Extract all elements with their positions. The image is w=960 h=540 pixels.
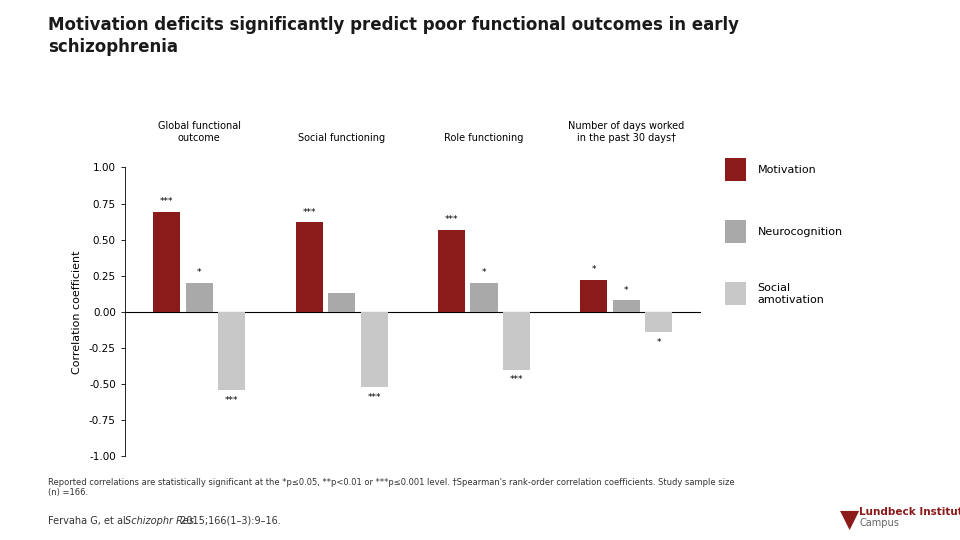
Text: ***: *** <box>302 207 316 217</box>
Text: *: * <box>482 268 486 277</box>
Text: Lundbeck Institute: Lundbeck Institute <box>859 507 960 517</box>
Bar <box>154 212 180 312</box>
Text: Schizophr Res: Schizophr Res <box>125 516 194 526</box>
Text: Fervaha G, et al.: Fervaha G, et al. <box>48 516 135 526</box>
Text: *: * <box>197 268 202 277</box>
Bar <box>503 312 530 369</box>
Bar <box>218 312 246 390</box>
Text: Relationship between clinical variables (motivation, neurocognition, social amot: Relationship between clinical variables … <box>59 125 754 135</box>
Bar <box>470 283 497 312</box>
Text: Reported correlations are statistically significant at the *p≤0.05, **p<0.01 or : Reported correlations are statistically … <box>48 478 734 497</box>
Bar <box>612 300 639 312</box>
Text: Motivation deficits significantly predict poor functional outcomes in early
schi: Motivation deficits significantly predic… <box>48 16 739 56</box>
Text: Social
amotivation: Social amotivation <box>757 283 825 305</box>
Text: *: * <box>657 338 661 347</box>
Text: Motivation: Motivation <box>757 165 816 174</box>
Text: ***: *** <box>160 198 174 206</box>
Bar <box>328 293 355 312</box>
Text: ***: *** <box>368 393 381 402</box>
Bar <box>186 283 213 312</box>
Text: 2015;166(1–3):9–16.: 2015;166(1–3):9–16. <box>177 516 280 526</box>
Text: Number of days worked
in the past 30 days†: Number of days worked in the past 30 day… <box>568 121 684 143</box>
Text: ***: *** <box>444 215 458 224</box>
Y-axis label: Correlation coefficient: Correlation coefficient <box>72 250 82 374</box>
Text: *: * <box>624 286 629 294</box>
Bar <box>296 222 323 312</box>
Bar <box>438 230 465 312</box>
Text: ***: *** <box>510 375 523 384</box>
Text: Global functional
outcome: Global functional outcome <box>157 121 241 143</box>
Bar <box>580 280 608 312</box>
Bar <box>645 312 672 332</box>
Text: Social functioning: Social functioning <box>299 133 385 143</box>
Text: ▼: ▼ <box>840 508 859 531</box>
Text: Neurocognition: Neurocognition <box>757 227 843 237</box>
Text: *: * <box>591 265 596 274</box>
Text: Role functioning: Role functioning <box>444 133 523 143</box>
Text: Campus: Campus <box>859 518 900 529</box>
Bar <box>361 312 388 387</box>
Text: ***: *** <box>225 396 239 404</box>
